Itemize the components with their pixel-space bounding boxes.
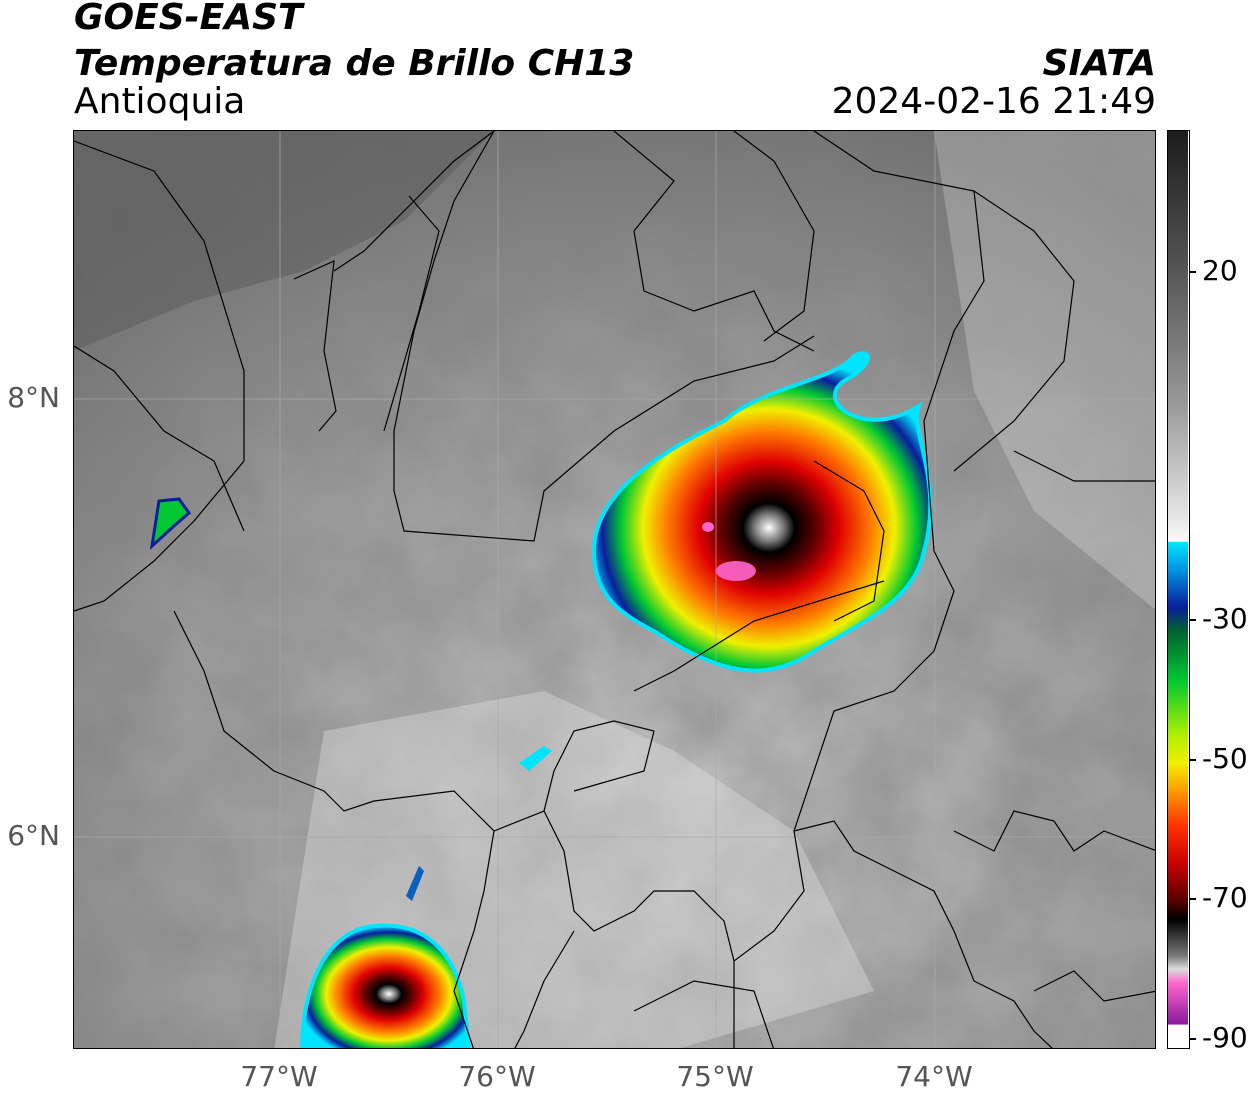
colorbar-tick-minus90: -90 <box>1202 1021 1248 1054</box>
storm-cell-south <box>300 923 471 1048</box>
satellite-map[interactable] <box>73 130 1156 1049</box>
gridlines <box>74 131 1155 1048</box>
colorbar <box>1167 130 1190 1049</box>
lon-tick-74w: 74°W <box>895 1060 973 1093</box>
colorbar-tickmark <box>1190 898 1196 900</box>
lon-tick-76w: 76°W <box>458 1060 536 1093</box>
lat-tick-6n: 6°N <box>7 819 60 852</box>
lon-tick-75w: 75°W <box>676 1060 754 1093</box>
boundaries <box>74 131 1155 1048</box>
colorbar-tickmark <box>1190 619 1196 621</box>
colorbar-tickmark <box>1190 759 1196 761</box>
storm-cell-north <box>591 351 933 673</box>
colorbar-tick-20: 20 <box>1202 254 1238 287</box>
product-title: Temperatura de Brillo CH13 <box>74 43 635 84</box>
lat-tick-8n: 8°N <box>7 381 60 414</box>
small-cell-center <box>519 746 552 771</box>
colorbar-tickmark <box>1190 271 1196 273</box>
colorbar-tick-minus70: -70 <box>1202 881 1248 914</box>
timestamp-label: 2024-02-16 21:49 <box>831 81 1156 122</box>
lon-tick-77w: 77°W <box>240 1060 318 1093</box>
organization-label: SIATA <box>1042 43 1156 84</box>
satellite-title: GOES-EAST <box>74 0 303 38</box>
small-cell-south <box>406 866 424 901</box>
caribbean-sea <box>74 131 494 351</box>
small-cell-west <box>149 497 192 550</box>
colorbar-tickmark <box>1190 1038 1196 1040</box>
colorbar-gradient <box>1168 131 1188 1047</box>
region-label: Antioquia <box>74 81 246 122</box>
colorbar-tick-minus50: -50 <box>1202 742 1248 775</box>
colorbar-tick-minus30: -30 <box>1202 602 1248 635</box>
map-canvas <box>74 131 1155 1048</box>
eastern-clouds <box>934 131 1155 610</box>
